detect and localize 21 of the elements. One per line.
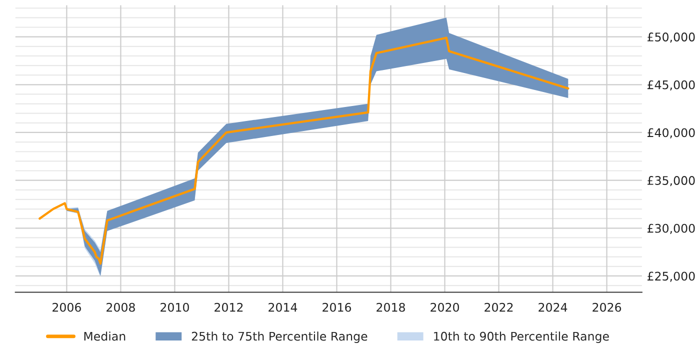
x-tick-label: 2024 [538, 302, 568, 312]
y-tick-label: £45,000 [648, 80, 695, 91]
x-tick-label: 2006 [52, 302, 81, 312]
x-tick-label: 2020 [430, 302, 460, 312]
y-tick-label: £40,000 [648, 128, 695, 138]
x-tick-label: 2014 [268, 302, 298, 312]
x-tick-label: 2022 [484, 302, 513, 312]
x-tick-label: 2008 [106, 302, 135, 312]
x-tick-label: 2018 [376, 302, 405, 312]
legend-label: 10th to 90th Percentile Range [434, 332, 609, 343]
y-tick-label: £30,000 [648, 224, 695, 234]
x-tick-label: 2016 [322, 302, 352, 312]
legend-label: 25th to 75th Percentile Range [192, 332, 368, 343]
x-tick-label: 2026 [592, 302, 622, 312]
x-tick-label: 2010 [160, 302, 189, 312]
y-tick-label: £35,000 [648, 176, 695, 186]
x-tick-label: 2012 [214, 302, 243, 312]
line-series [38, 36, 570, 265]
legend-label: Median [84, 332, 126, 341]
y-tick-label: £25,000 [648, 272, 695, 282]
y-tick-label: £50,000 [648, 32, 695, 43]
